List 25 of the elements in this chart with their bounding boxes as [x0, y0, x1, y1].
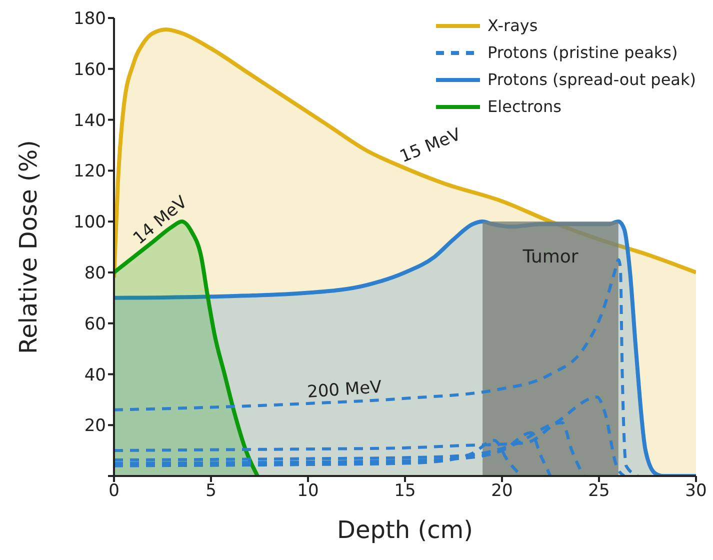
x-tick-label: 0 — [108, 481, 120, 502]
legend-label: Protons (spread-out peak) — [488, 69, 696, 91]
x-tick-label: 20 — [491, 481, 513, 502]
x-tick-label: 5 — [206, 481, 216, 502]
y-tick-label: 120 — [74, 162, 106, 182]
x-tick-label: 10 — [297, 481, 319, 502]
y-tick-label: 80 — [84, 263, 106, 284]
y-tick-label: 180 — [74, 9, 106, 30]
legend-label: Electrons — [488, 96, 562, 118]
y-tick-label: 100 — [74, 212, 106, 233]
y-tick-label: 60 — [84, 314, 106, 334]
annotation: 200 MeV — [306, 377, 383, 402]
y-tick-label: 140 — [74, 110, 106, 131]
y-axis-title: Relative Dose (%) — [14, 140, 43, 354]
y-tick-label: 20 — [84, 416, 106, 436]
x-tick-label: 30 — [685, 481, 707, 502]
band-label: Tumor — [522, 246, 579, 268]
x-axis-title: Depth (cm) — [336, 516, 474, 544]
legend-label: Protons (pristine peaks) — [488, 42, 678, 64]
y-tick-label: 160 — [74, 60, 106, 80]
x-tick-label: 15 — [394, 481, 416, 502]
y-tick-label: 40 — [84, 365, 106, 386]
x-tick-label: 25 — [588, 481, 610, 502]
annotation: 15 MeV — [397, 124, 464, 168]
legend-label: X-rays — [488, 15, 538, 37]
